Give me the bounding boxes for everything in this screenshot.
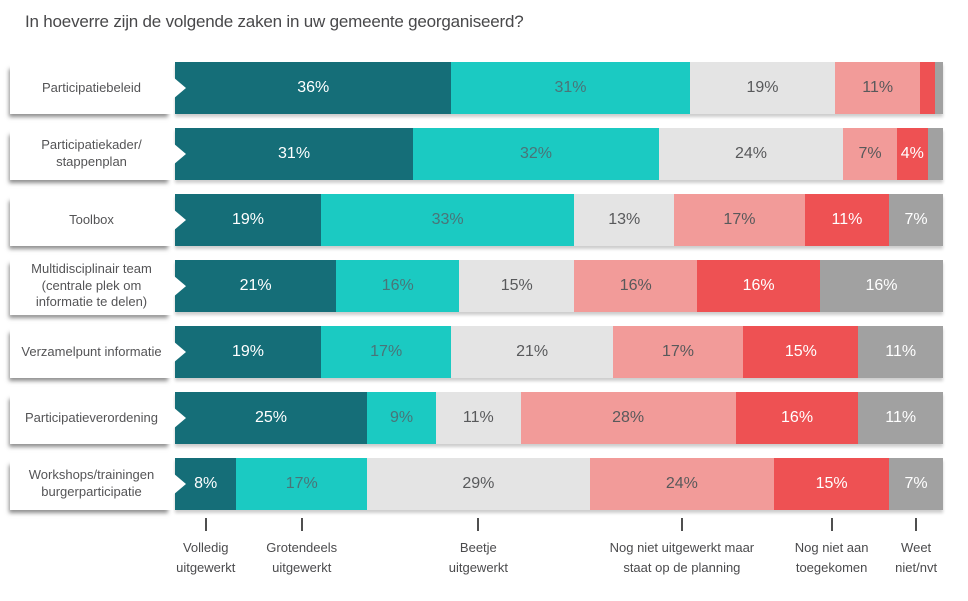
category-label: Multidisciplinair team (centrale plek om… <box>31 261 152 310</box>
bar-segment: 28% <box>520 392 736 444</box>
bar-segment: 11% <box>835 62 920 114</box>
stacked-bar: 36% 31% 19% 11% <box>175 62 943 114</box>
bar-segment <box>935 62 943 114</box>
category-label-card: Verzamelpunt informatie <box>10 326 186 378</box>
bar-segment: 16% <box>735 392 859 444</box>
bar-segment: 11% <box>858 392 943 444</box>
stacked-bar: 19% 17% 21% 17% 15% 11% <box>175 326 943 378</box>
stacked-bar: 21% 16% 15% 16% 16% 16% <box>175 260 943 312</box>
legend-label: Volledig uitgewerkt <box>176 540 236 575</box>
arrow-right-icon <box>173 77 186 99</box>
category-label-card: Participatiebeleid <box>10 62 186 114</box>
legend-label: Grotendeels uitgewerkt <box>266 540 338 575</box>
legend-label: Nog niet uitgewerkt maar staat op de pla… <box>609 540 755 575</box>
chart-row: 21% 16% 15% 16% 16% 16% Multidisciplinair team… <box>0 257 968 315</box>
bar-segment: 21% <box>451 326 613 378</box>
chart-row: 31% 32% 24% 7% 4% Participatiekader/ stappenp… <box>0 128 968 180</box>
chart-row: 8% 17% 29% 24% 15% 7% Workshops/trainingen bur… <box>0 458 968 510</box>
category-label-card: Participatieverordening <box>10 392 186 444</box>
bar-segment: 15% <box>774 458 890 510</box>
category-label-card: Toolbox <box>10 194 186 246</box>
stacked-bar: 19% 33% 13% 17% 11% 7% <box>175 194 943 246</box>
stacked-bar: 8% 17% 29% 24% 15% 7% <box>175 458 943 510</box>
arrow-right-icon <box>173 407 186 429</box>
bar-segment: 9% <box>367 392 437 444</box>
bar-segment: 24% <box>589 458 775 510</box>
category-label: Toolbox <box>69 211 114 227</box>
stacked-bar: 25% 9% 11% 28% 16% 11% <box>175 392 943 444</box>
bar-segment: 16% <box>574 260 698 312</box>
chart-legend: Volledig uitgewerkt Grotendeels uitgewerk… <box>175 518 943 588</box>
legend-label: Nog niet aan toegekomen <box>794 540 869 575</box>
bar-segment: 7% <box>843 128 897 180</box>
category-label-card: Participatiekader/ stappenplan <box>10 128 186 180</box>
category-label: Participatiebeleid <box>41 79 141 95</box>
legend-tick <box>915 518 918 531</box>
legend-tick <box>830 518 833 531</box>
chart-title: In hoeverre zijn de volgende zaken in uw… <box>25 12 524 31</box>
legend-label: Weet niet/nvt <box>895 540 938 575</box>
bar-segment: 4% <box>896 128 928 180</box>
bar-segment: 24% <box>658 128 844 180</box>
bar-segment: 15% <box>459 260 575 312</box>
bar-segment <box>919 62 936 114</box>
bar-segment: 36% <box>175 62 452 114</box>
bar-segment: 16% <box>820 260 943 312</box>
chart-row: 25% 9% 11% 28% 16% 11% Participatieverordening <box>0 392 968 444</box>
chart-row: 19% 33% 13% 17% 11% 7% Toolbox <box>0 194 968 246</box>
bar-segment: 25% <box>175 392 367 444</box>
bar-segment: 11% <box>436 392 521 444</box>
bar-segment <box>927 128 943 180</box>
bar-segment: 19% <box>175 194 321 246</box>
bar-segment: 16% <box>697 260 821 312</box>
legend-tick <box>477 518 480 531</box>
bar-segment: 31% <box>175 128 414 180</box>
legend-tick <box>680 518 683 531</box>
arrow-right-icon <box>173 341 186 363</box>
bar-segment: 7% <box>889 458 943 510</box>
bar-segment: 13% <box>574 194 675 246</box>
category-label-card: Workshops/trainingen burgerparticipatie <box>10 458 186 510</box>
bar-segment: 17% <box>674 194 805 246</box>
arrow-right-icon <box>173 473 186 495</box>
chart-rows: 36% 31% 19% 11% Participatiebeleid 31% 32% 24% 7… <box>0 62 968 524</box>
bar-segment: 11% <box>858 326 943 378</box>
category-label: Verzamelpunt informatie <box>21 343 162 359</box>
bar-segment: 29% <box>366 458 590 510</box>
category-label: Participatieverordening <box>25 409 158 425</box>
chart-row: 36% 31% 19% 11% Participatiebeleid <box>0 62 968 114</box>
bar-segment: 21% <box>175 260 337 312</box>
category-label: Workshops/trainingen burgerparticipatie <box>28 467 155 499</box>
stacked-bar: 31% 32% 24% 7% 4% <box>175 128 943 180</box>
bar-segment: 7% <box>889 194 943 246</box>
legend-tick <box>204 518 207 531</box>
bar-segment: 17% <box>236 458 367 510</box>
legend-tick <box>300 518 303 531</box>
bar-segment: 15% <box>743 326 859 378</box>
arrow-right-icon <box>173 209 186 231</box>
bar-segment: 32% <box>413 128 659 180</box>
bar-segment: 31% <box>451 62 690 114</box>
bar-segment: 17% <box>320 326 452 378</box>
arrow-right-icon <box>173 143 186 165</box>
bar-segment: 19% <box>689 62 836 114</box>
category-label-card: Multidisciplinair team (centrale plek om… <box>10 257 186 315</box>
category-label: Participatiekader/ stappenplan <box>41 137 142 169</box>
bar-segment: 19% <box>175 326 321 378</box>
bar-segment: 33% <box>320 194 575 246</box>
bar-segment: 11% <box>804 194 890 246</box>
arrow-right-icon <box>173 275 186 297</box>
bar-segment: 17% <box>612 326 744 378</box>
bar-segment: 16% <box>336 260 460 312</box>
legend-label: Beetje uitgewerkt <box>448 540 508 575</box>
chart-row: 19% 17% 21% 17% 15% 11% Verzamelpunt informati… <box>0 326 968 378</box>
